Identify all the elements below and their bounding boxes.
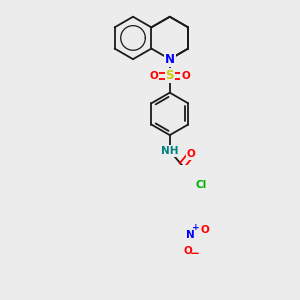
Text: O: O (183, 246, 192, 256)
Text: −: − (190, 247, 200, 260)
Text: NH: NH (161, 146, 178, 156)
Text: O: O (200, 225, 209, 235)
Text: O: O (150, 71, 158, 81)
Text: O: O (181, 71, 190, 81)
Text: N: N (186, 230, 195, 240)
Text: O: O (187, 149, 196, 159)
Text: +: + (192, 223, 200, 232)
Text: S: S (166, 69, 174, 82)
Text: Cl: Cl (195, 180, 207, 190)
Text: N: N (165, 53, 175, 66)
